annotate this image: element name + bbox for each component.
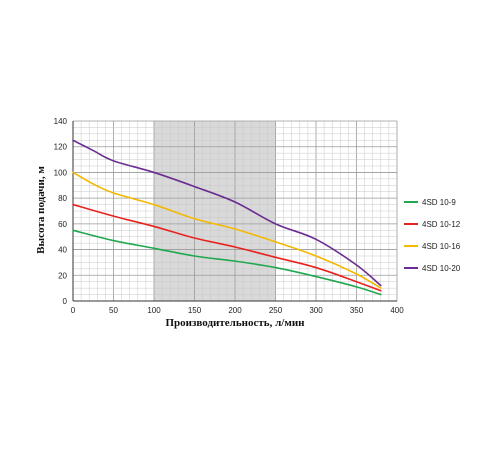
series-line-3 bbox=[72, 171, 382, 289]
x-tick-label: 300 bbox=[309, 306, 323, 315]
series-group bbox=[72, 139, 382, 296]
x-tick-label: 200 bbox=[228, 306, 242, 315]
x-tick-label: 400 bbox=[390, 306, 404, 315]
y-tick-label: 100 bbox=[54, 168, 68, 177]
x-tick-label: 100 bbox=[147, 306, 161, 315]
x-tick-label: 50 bbox=[109, 306, 118, 315]
tick-labels-group: 0 50 100 150 200 250 300 350 400 0 20 40 60 80 100 120 1… bbox=[54, 117, 405, 315]
series-line-4 bbox=[72, 139, 382, 287]
x-tick-label: 150 bbox=[188, 306, 202, 315]
y-tick-label: 80 bbox=[58, 194, 67, 203]
legend-label: 4SD 10-20 bbox=[422, 264, 461, 273]
y-axis-title: Высота подачи, м bbox=[35, 166, 47, 254]
y-tick-label: 0 bbox=[63, 297, 68, 306]
legend-label: 4SD 10-12 bbox=[422, 220, 461, 229]
y-tick-label: 20 bbox=[58, 271, 67, 280]
legend: 4SD 10-9 4SD 10-12 4SD 10-16 4SD 10-20 bbox=[404, 198, 461, 273]
legend-label: 4SD 10-16 bbox=[422, 242, 461, 251]
y-tick-label: 40 bbox=[58, 246, 67, 255]
series-line-1 bbox=[72, 229, 382, 296]
y-tick-label: 140 bbox=[54, 117, 68, 126]
y-tick-label: 60 bbox=[58, 220, 67, 229]
y-tick-label: 120 bbox=[54, 143, 68, 152]
axes-group bbox=[72, 121, 397, 302]
grid-group bbox=[72, 120, 398, 302]
series-line-2 bbox=[72, 203, 382, 292]
x-tick-label: 350 bbox=[350, 306, 364, 315]
legend-label: 4SD 10-9 bbox=[422, 198, 456, 207]
x-tick-label: 250 bbox=[269, 306, 283, 315]
x-axis-title: Производительность, л/мин bbox=[166, 317, 306, 329]
x-tick-label: 0 bbox=[71, 306, 76, 315]
